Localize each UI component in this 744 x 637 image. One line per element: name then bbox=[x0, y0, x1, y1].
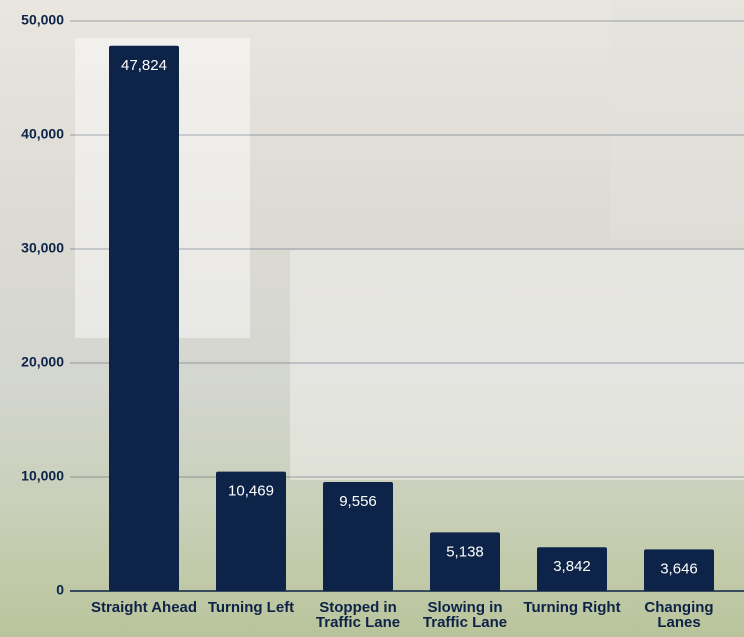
value-label: 3,646 bbox=[660, 560, 698, 577]
y-tick-label: 10,000 bbox=[21, 468, 64, 484]
x-tick-label: Changing Lanes bbox=[644, 599, 714, 631]
background-building bbox=[610, 0, 744, 240]
y-tick-label: 40,000 bbox=[21, 126, 64, 142]
value-label: 10,469 bbox=[228, 483, 274, 500]
x-tick-label: Turning Left bbox=[207, 599, 295, 616]
bar bbox=[323, 482, 393, 591]
x-tick-label: Straight Ahead bbox=[90, 599, 198, 616]
y-tick-label: 0 bbox=[56, 582, 64, 598]
bar bbox=[109, 45, 179, 592]
x-tick-label: Stopped in Traffic Lane bbox=[315, 599, 401, 631]
y-tick-label: 20,000 bbox=[21, 354, 64, 370]
background-building bbox=[290, 250, 744, 480]
bar bbox=[216, 471, 286, 591]
x-tick-label: Slowing in Traffic Lane bbox=[422, 599, 508, 631]
value-label: 3,842 bbox=[553, 558, 591, 575]
bar bbox=[644, 549, 714, 591]
value-label: 9,556 bbox=[339, 493, 377, 510]
y-tick-label: 50,000 bbox=[21, 12, 64, 28]
bar bbox=[537, 547, 607, 591]
value-label: 5,138 bbox=[446, 543, 484, 560]
value-label: 47,824 bbox=[121, 57, 167, 74]
x-tick-label: Turning Right bbox=[523, 599, 621, 616]
y-tick-label: 30,000 bbox=[21, 240, 64, 256]
bar bbox=[430, 532, 500, 591]
